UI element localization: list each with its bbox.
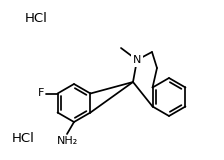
Text: N: N [133,55,141,65]
Text: HCl: HCl [12,132,35,144]
Text: F: F [38,88,45,99]
Text: NH₂: NH₂ [56,136,78,146]
Text: HCl: HCl [25,12,48,24]
